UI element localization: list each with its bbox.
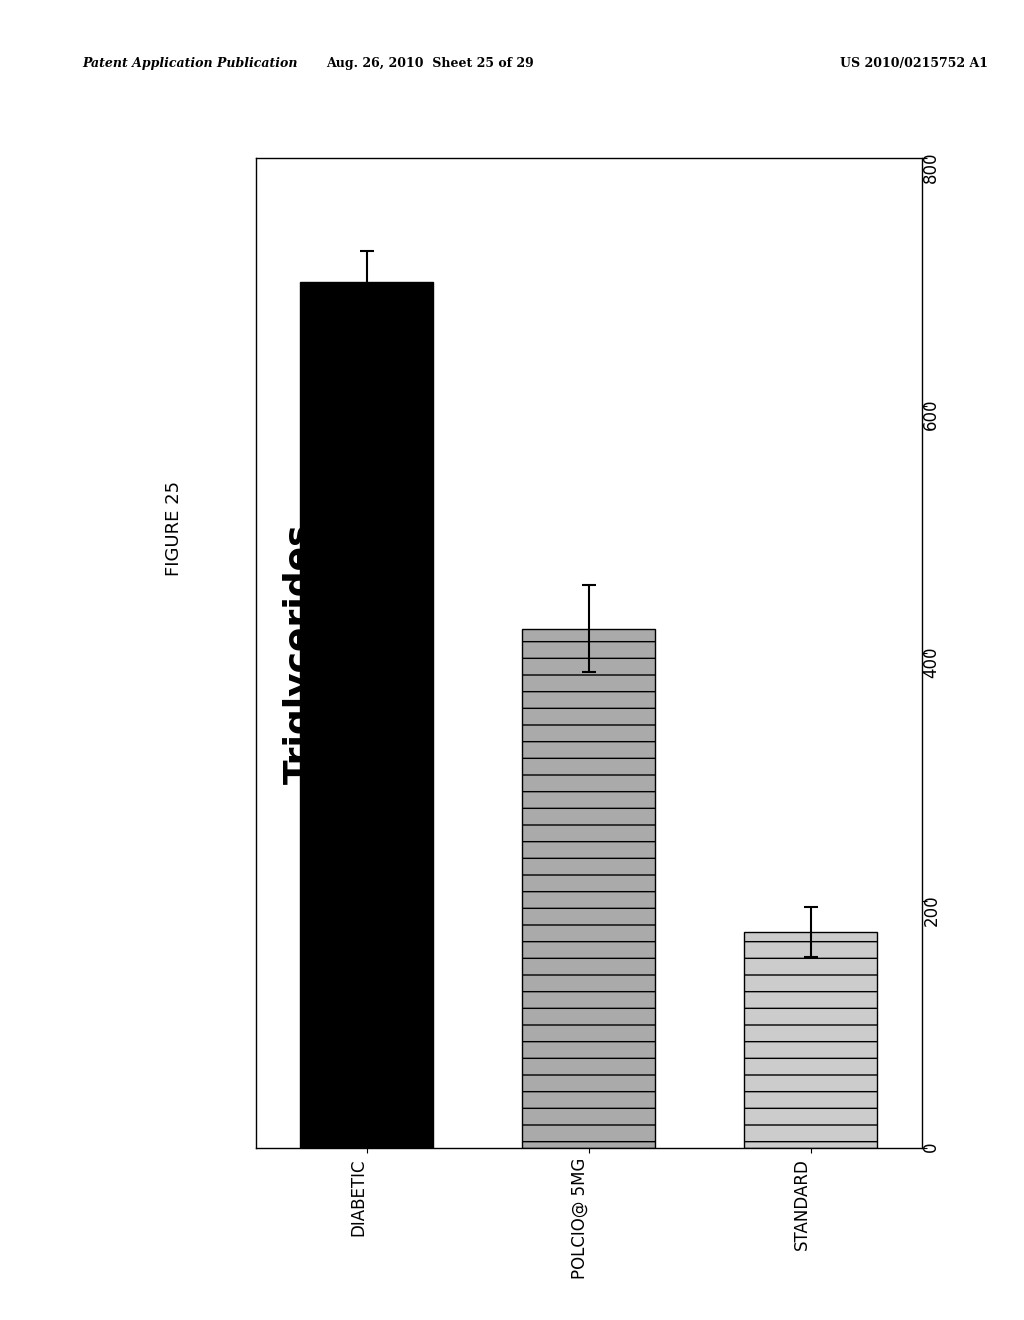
Text: Aug. 26, 2010  Sheet 25 of 29: Aug. 26, 2010 Sheet 25 of 29 (327, 57, 534, 70)
Text: FIGURE 25: FIGURE 25 (165, 480, 183, 576)
Bar (744, 932, 878, 1148)
Bar (300, 282, 433, 1148)
Bar (522, 628, 655, 1148)
Text: Triglycerides: Triglycerides (284, 523, 317, 784)
Text: Patent Application Publication: Patent Application Publication (82, 57, 297, 70)
Text: US 2010/0215752 A1: US 2010/0215752 A1 (840, 57, 988, 70)
